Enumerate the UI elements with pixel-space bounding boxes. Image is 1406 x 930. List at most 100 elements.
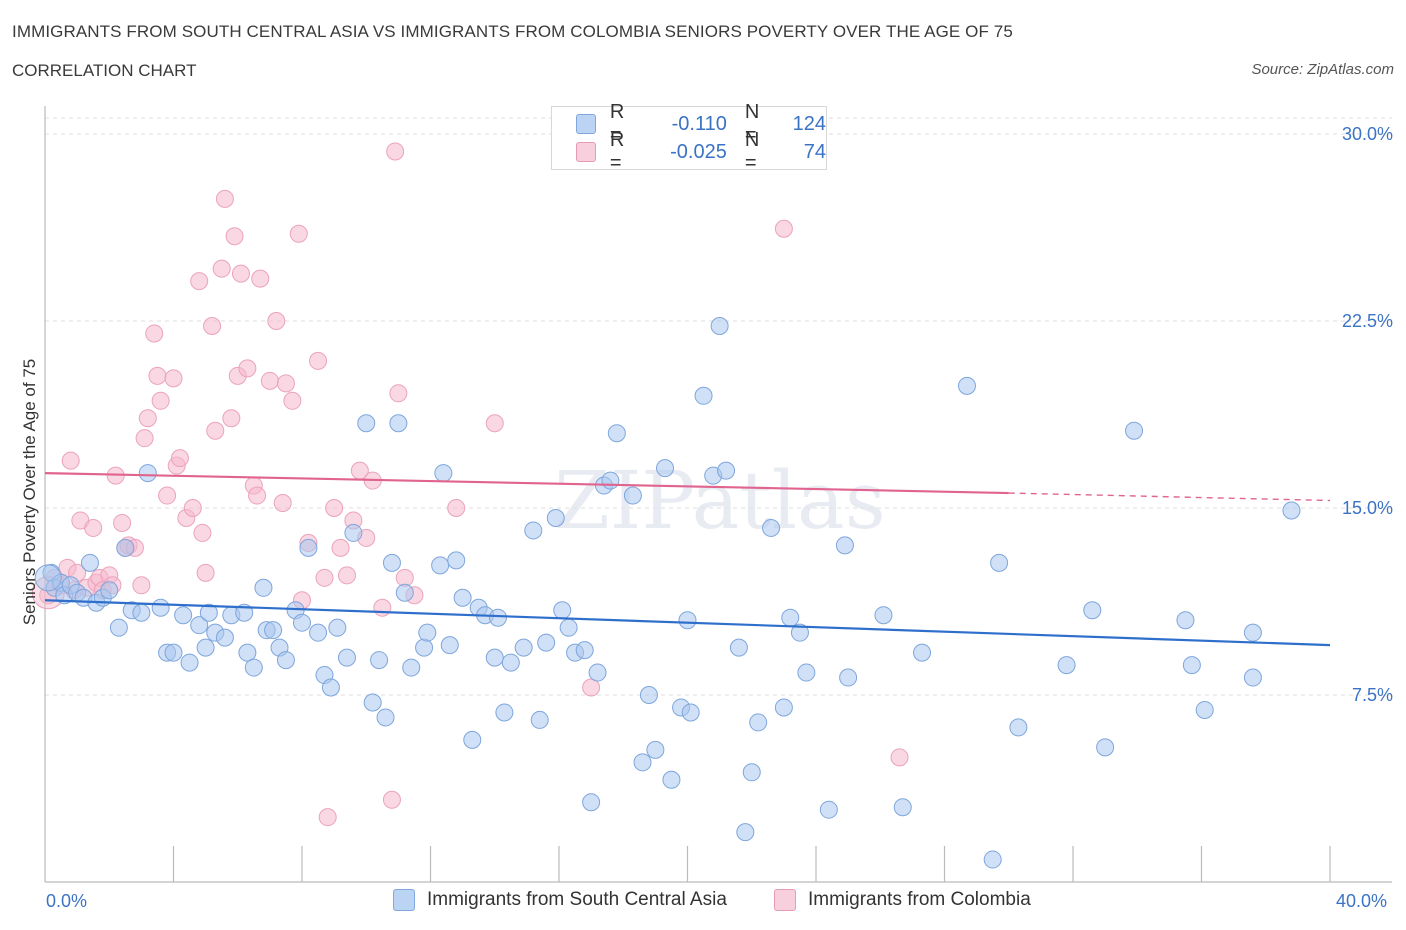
colombia-point [248, 486, 267, 505]
colombia-point [283, 391, 302, 410]
y-tick-label: 15.0% [1342, 498, 1393, 518]
south-central-asia-point [180, 653, 199, 672]
y-tick-label: 22.5% [1342, 311, 1393, 331]
south-central-asia-point [781, 608, 800, 627]
south-central-asia-point [488, 608, 507, 627]
x-tick-label-min: 0.0% [46, 891, 88, 911]
south-central-asia-point [299, 538, 318, 557]
south-central-asia-point [235, 603, 254, 622]
source-label: Source: ZipAtlas.com [1251, 61, 1394, 78]
south-central-asia-point [254, 578, 273, 597]
colombia-point [485, 414, 504, 433]
south-central-asia-point [678, 611, 697, 630]
south-central-asia-point [109, 618, 128, 637]
colombia-point [158, 486, 177, 505]
south-central-asia-point [749, 713, 768, 732]
y-tick-label: 7.5% [1352, 685, 1393, 705]
south-central-asia-point [337, 648, 356, 667]
south-central-asia-point [588, 663, 607, 682]
colombia-point [373, 598, 392, 617]
south-central-asia-point [983, 850, 1002, 869]
legend-n-label: N = [744, 101, 760, 146]
south-central-asia-point [389, 414, 408, 433]
colombia-point [774, 219, 793, 238]
legend-row-series2: R = -0.025 N = 74 [576, 129, 826, 174]
south-central-asia-point [717, 461, 736, 480]
colombia-point [395, 568, 414, 587]
south-central-asia-point [1176, 611, 1195, 630]
south-central-asia-point [656, 459, 675, 478]
south-central-asia-point [546, 508, 565, 527]
south-central-asia-point [370, 651, 389, 670]
legend-r-value: -0.025 [670, 140, 727, 163]
south-central-asia-point [293, 613, 311, 632]
legend-n-value: 124 [792, 112, 826, 135]
south-central-asia-point [633, 753, 652, 772]
south-central-asia-point [762, 518, 781, 537]
colombia-point [138, 409, 157, 428]
south-central-asia-point [463, 730, 482, 749]
colombia-point [212, 259, 231, 278]
south-central-asia-point [553, 601, 572, 620]
south-central-asia-point [990, 553, 1009, 572]
south-central-asia-point [957, 376, 976, 395]
colombia-point [318, 808, 337, 827]
colombia-point [382, 790, 401, 809]
colombia-point [251, 269, 270, 288]
trend-lines [44, 471, 1331, 647]
south-central-asia-point [309, 623, 328, 642]
south-central-asia-point [431, 556, 450, 575]
colombia-point [145, 324, 164, 343]
south-central-asia-point [694, 386, 713, 405]
colombia-point [260, 371, 279, 390]
south-central-asia-point [797, 663, 816, 682]
south-central-asia-point [238, 643, 257, 662]
south-central-asia-point [116, 538, 135, 557]
colombia-point [84, 518, 103, 537]
colombia-point [61, 451, 80, 470]
colombia-point [206, 421, 225, 440]
south-central-asia-point [215, 628, 234, 647]
colombia-point [582, 678, 601, 697]
south-central-asia-point [1096, 738, 1115, 757]
south-central-asia-point [1243, 623, 1262, 642]
south-central-asia-point [662, 770, 681, 789]
south-central-asia-point [132, 603, 151, 622]
south-central-asia-point [819, 800, 838, 819]
south-central-asia-point [742, 763, 761, 782]
south-central-asia-point [376, 708, 395, 727]
colombia-point [193, 523, 212, 542]
colombia-point [215, 189, 234, 208]
south-central-asia-point [138, 464, 157, 483]
legend-swatch-blue [576, 114, 596, 134]
south-central-asia-point [415, 638, 434, 657]
colombia-point [890, 748, 909, 767]
chart-title: IMMIGRANTS FROM SOUTH CENTRAL ASIA VS IM… [12, 22, 1013, 41]
south-central-asia-point [363, 693, 382, 712]
legend-r-value: -0.110 [671, 112, 727, 135]
colombia-point [135, 429, 154, 448]
colombia-point [203, 316, 222, 335]
y-tick-labels: 7.5% 15.0% 22.5% 30.0% [1342, 124, 1393, 705]
colombia-point [386, 142, 405, 161]
south-central-asia-point [874, 606, 893, 625]
series-legend: Immigrants from South Central Asia Immig… [0, 889, 1406, 915]
south-central-asia-point [264, 621, 283, 640]
south-central-asia-point [440, 636, 459, 655]
colombia-point [447, 499, 466, 517]
legend-item-south-central-asia: Immigrants from South Central Asia [393, 889, 727, 911]
south-central-asia-point [913, 643, 932, 662]
south-central-asia-point [276, 651, 295, 670]
south-central-asia-point [774, 698, 793, 717]
x-tick-label-max: 40.0% [1336, 891, 1388, 911]
legend-swatch-pink [774, 889, 796, 911]
colombia-point [389, 384, 408, 403]
south-central-asia-point-large [34, 564, 62, 592]
colombia-point [337, 566, 356, 585]
south-central-asia-point [1083, 601, 1102, 620]
south-central-asia-point [710, 316, 729, 335]
south-central-asia-point [646, 740, 665, 759]
south-central-asia-point [199, 603, 218, 622]
trend-line-colombia-extension [1008, 492, 1331, 502]
south-central-asia-point [1243, 668, 1262, 687]
